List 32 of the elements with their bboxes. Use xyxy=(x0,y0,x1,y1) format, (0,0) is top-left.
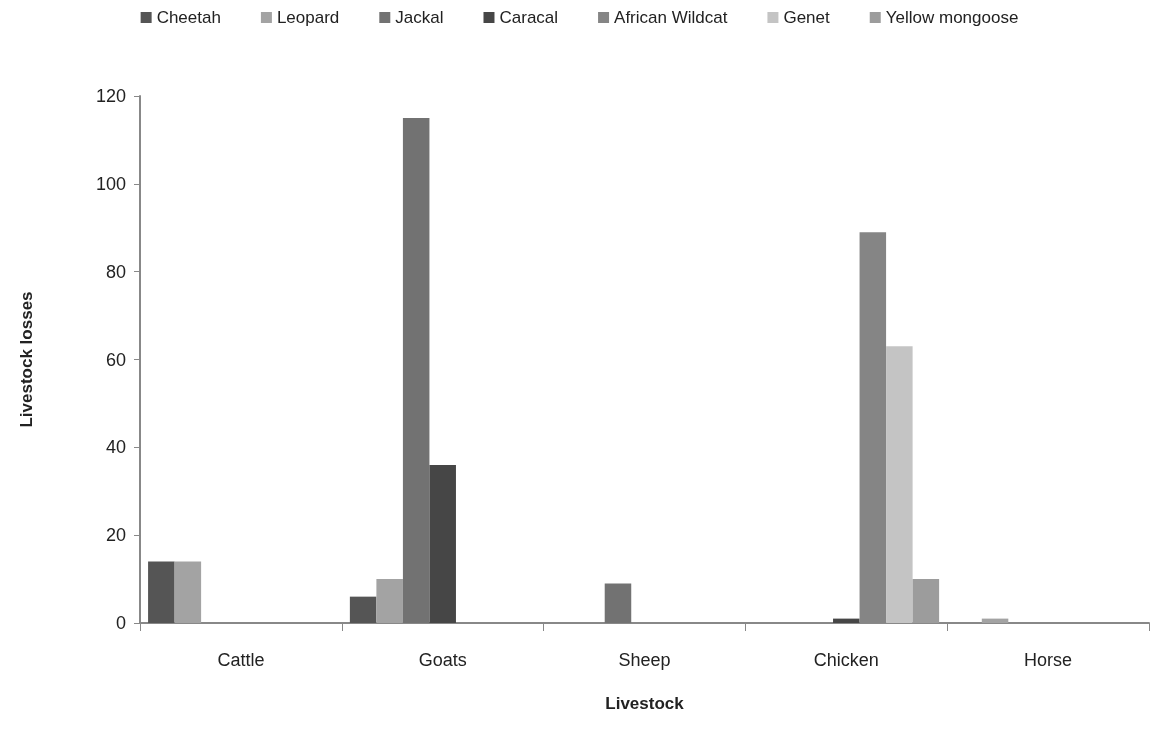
y-tick-label: 20 xyxy=(105,525,126,546)
bar xyxy=(148,561,175,623)
y-tick-label: 60 xyxy=(105,349,126,370)
bar xyxy=(376,579,403,623)
legend-label: Genet xyxy=(783,8,831,27)
bar xyxy=(833,618,860,623)
bar xyxy=(429,464,456,623)
x-axis-title: Livestock xyxy=(605,694,685,713)
y-tick-label: 80 xyxy=(105,261,126,282)
legend-label: Caracal xyxy=(499,8,559,27)
y-tick-label: 40 xyxy=(105,437,126,458)
x-tick-label: Chicken xyxy=(813,650,879,670)
bar xyxy=(886,346,913,623)
bar xyxy=(981,618,1009,623)
legend-label: Jackal xyxy=(395,8,444,27)
x-tick-label: Horse xyxy=(1024,650,1073,670)
y-axis-title: Livestock losses xyxy=(17,291,36,428)
x-tick-label: Cattle xyxy=(217,650,265,670)
bar xyxy=(912,579,940,623)
bar xyxy=(349,596,377,623)
bar xyxy=(604,583,632,623)
legend-label: Leopard xyxy=(276,8,340,27)
x-tick-label: Goats xyxy=(418,650,467,670)
y-tick-label: 0 xyxy=(115,613,126,633)
y-tick-label: 120 xyxy=(95,86,126,106)
y-tick-label: 100 xyxy=(95,173,126,194)
bar xyxy=(402,117,430,623)
legend-label: African Wildcat xyxy=(614,8,728,27)
bar xyxy=(174,561,202,623)
legend-label: Yellow mongoose xyxy=(885,8,1019,27)
x-tick-label: Sheep xyxy=(618,650,671,670)
legend-label: Cheetah xyxy=(156,8,221,27)
